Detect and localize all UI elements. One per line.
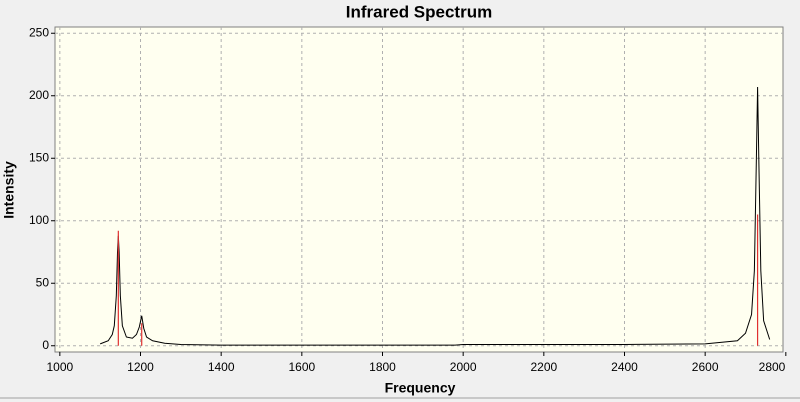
x-tick-label: 2200: [530, 360, 557, 374]
chart-title: Infrared Spectrum: [346, 2, 492, 21]
y-tick-label: 50: [36, 275, 50, 289]
x-tick-label: 2600: [692, 360, 719, 374]
y-tick-label: 100: [29, 213, 49, 227]
y-axis-label: Intensity: [1, 161, 17, 219]
x-axis-label: Frequency: [385, 380, 456, 396]
y-tick-label: 200: [29, 88, 49, 102]
y-tick-label: 250: [29, 25, 49, 39]
x-tick-label: 1000: [46, 360, 73, 374]
plot-area: [54, 26, 784, 353]
x-tick-label: 1200: [127, 360, 154, 374]
y-tick-label: 0: [42, 338, 49, 352]
x-tick-label: 1800: [369, 360, 396, 374]
x-tick-label: 2000: [450, 360, 477, 374]
x-tick-label: 1400: [208, 360, 235, 374]
x-tick-label: 2800: [759, 360, 786, 374]
x-tick-label: 2400: [611, 360, 638, 374]
x-tick-label: 1600: [288, 360, 315, 374]
y-tick-label: 150: [29, 150, 49, 164]
